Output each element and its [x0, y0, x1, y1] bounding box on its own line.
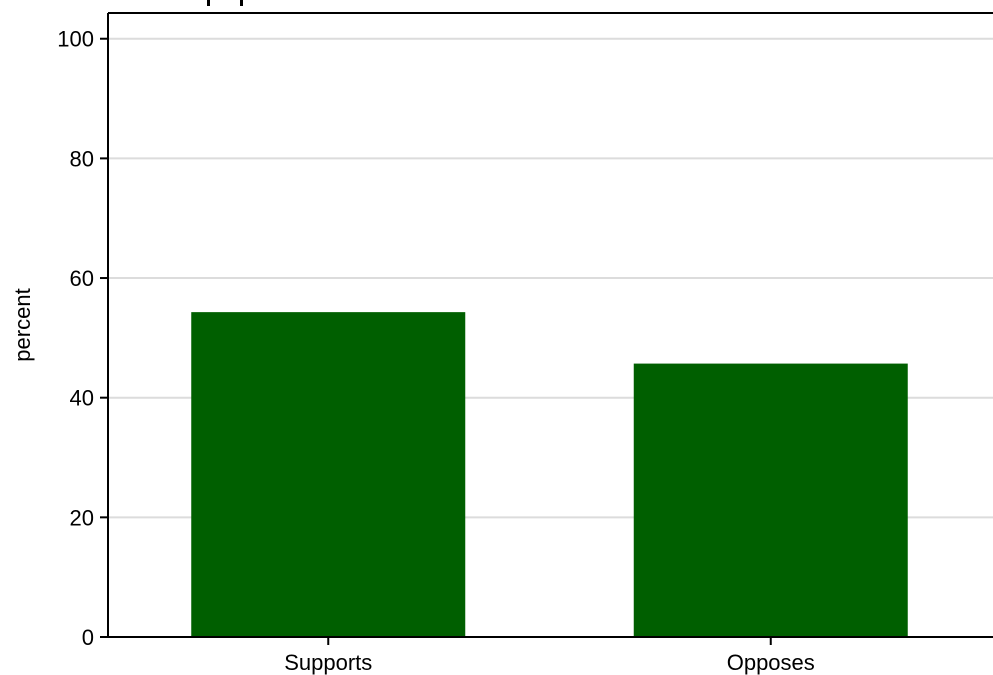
x-tick-label-opposes: Opposes [727, 650, 815, 675]
bars [191, 312, 908, 637]
cropped-title-fragment [207, 0, 243, 6]
x-tick-label-supports: Supports [284, 650, 372, 675]
y-tick-label-40: 40 [70, 386, 94, 411]
y-ticks: 0 20 40 60 80 100 [57, 27, 108, 650]
y-tick-label-100: 100 [57, 27, 94, 52]
y-tick-label-20: 20 [70, 505, 94, 530]
axes [107, 12, 993, 638]
bar-supports [191, 312, 466, 637]
x-tick-labels: Supports Opposes [284, 637, 815, 675]
y-tick-label-80: 80 [70, 146, 94, 171]
y-tick-label-0: 0 [82, 625, 94, 650]
y-tick-label-60: 60 [70, 266, 94, 291]
bar-opposes [633, 363, 908, 637]
y-axis-title: percent [10, 288, 35, 361]
